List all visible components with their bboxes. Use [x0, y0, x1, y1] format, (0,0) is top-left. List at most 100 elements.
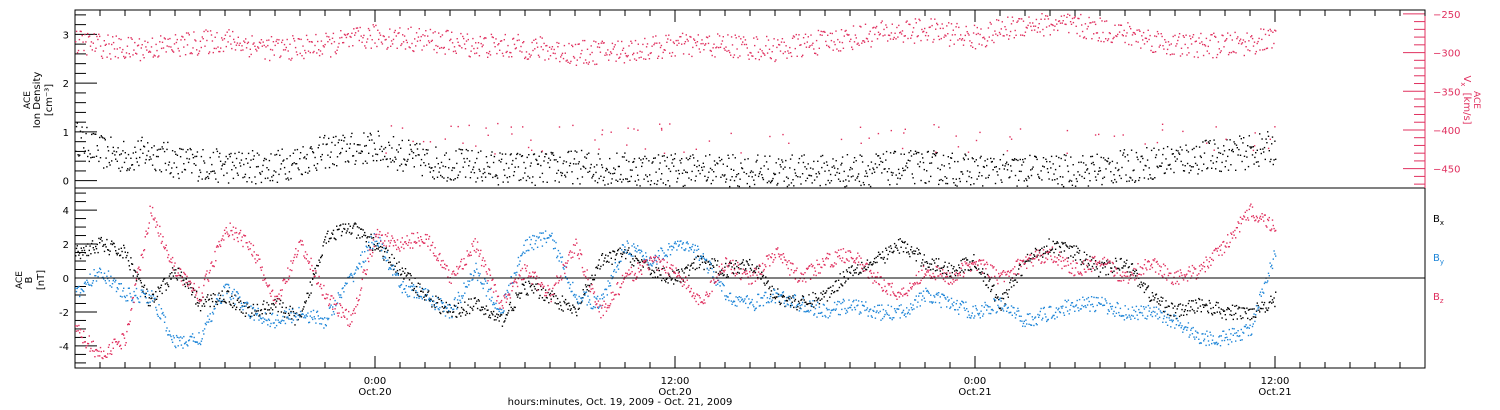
- vx-point: [101, 57, 104, 59]
- vx-point: [307, 50, 310, 52]
- bx-point: [411, 282, 413, 284]
- vx-point: [497, 44, 499, 46]
- density-point: [1187, 151, 1190, 153]
- by-point: [254, 309, 256, 311]
- vx-point: [484, 37, 486, 39]
- density-point: [271, 179, 274, 182]
- density-point: [965, 154, 967, 157]
- vx-point: [451, 31, 453, 33]
- bx-point: [769, 293, 772, 296]
- bx-point: [978, 268, 980, 270]
- bx-point: [1158, 300, 1161, 302]
- bx-point: [681, 268, 683, 270]
- bx-point: [952, 268, 954, 270]
- density-point: [1140, 155, 1142, 158]
- by-point: [256, 312, 259, 315]
- by-point: [356, 267, 359, 269]
- vx-point: [596, 46, 599, 48]
- bx-point: [532, 283, 534, 286]
- density-point: [1045, 158, 1047, 160]
- density-point: [937, 167, 939, 169]
- bx-point: [1006, 289, 1008, 291]
- density-point: [1167, 164, 1170, 166]
- bx-point: [349, 225, 351, 227]
- density-point: [804, 166, 806, 168]
- density-point: [437, 163, 439, 165]
- vx-point: [964, 34, 966, 37]
- bx-point: [867, 266, 869, 269]
- vx-point: [881, 20, 883, 22]
- vx-point: [165, 51, 167, 53]
- bx-point: [564, 302, 566, 304]
- bx-point: [221, 290, 223, 292]
- vx-point: [159, 41, 161, 43]
- vx-point: [1185, 34, 1187, 36]
- density-point: [875, 153, 877, 155]
- vx-point: [250, 53, 252, 56]
- vx-point: [487, 134, 489, 136]
- vx-point: [1095, 32, 1098, 34]
- density-point: [161, 146, 163, 148]
- bx-point: [776, 296, 778, 298]
- bx-point: [835, 280, 837, 282]
- vx-point: [902, 41, 905, 43]
- bx-point: [203, 305, 206, 307]
- vx-point: [915, 22, 917, 24]
- density-point: [728, 157, 730, 159]
- density-point: [1183, 170, 1186, 172]
- by-point: [187, 340, 190, 342]
- density-point: [608, 171, 610, 173]
- density-point: [368, 139, 371, 141]
- by-point: [217, 294, 219, 296]
- by-point: [263, 321, 265, 323]
- bx-point: [573, 306, 576, 308]
- by-point: [321, 317, 323, 320]
- bx-point: [1042, 256, 1044, 258]
- density-point: [356, 150, 358, 153]
- vx-point: [190, 52, 192, 54]
- vx-point: [1135, 40, 1137, 43]
- vx-point: [193, 31, 195, 33]
- bx-point: [262, 303, 264, 306]
- density-point: [1266, 142, 1268, 144]
- vx-point: [1225, 138, 1227, 140]
- by-point: [137, 298, 139, 300]
- right-tick-label: −450: [1433, 165, 1460, 176]
- bx-point: [367, 236, 369, 238]
- density-point: [565, 161, 568, 163]
- vx-point: [1223, 46, 1225, 48]
- bx-point: [668, 273, 670, 275]
- vx-point: [600, 42, 602, 44]
- vx-point: [468, 55, 470, 57]
- vx-point: [1224, 40, 1226, 42]
- density-point: [498, 159, 500, 162]
- by-point: [407, 296, 409, 298]
- bx-point: [90, 253, 92, 255]
- vx-point: [609, 51, 612, 53]
- bx-point: [777, 293, 780, 296]
- vx-point: [812, 42, 814, 44]
- vx-point: [271, 49, 274, 51]
- vx-point: [877, 31, 880, 33]
- vx-point: [208, 52, 210, 55]
- density-point: [1196, 164, 1198, 166]
- bx-point: [306, 292, 308, 295]
- vx-point: [511, 56, 513, 58]
- density-point: [1242, 142, 1244, 144]
- vx-point: [685, 34, 687, 36]
- vx-point: [699, 51, 701, 53]
- vx-point: [498, 43, 500, 45]
- by-point: [315, 322, 317, 324]
- by-point: [111, 283, 114, 285]
- vx-point: [1231, 39, 1233, 41]
- bx-point: [1035, 249, 1037, 251]
- vx-point: [934, 18, 936, 20]
- density-point: [649, 184, 652, 186]
- density-point: [701, 166, 703, 169]
- density-point: [624, 152, 626, 154]
- density-point: [217, 181, 219, 183]
- bx-point: [627, 249, 629, 251]
- bx-point: [686, 267, 688, 269]
- density-point: [962, 157, 965, 159]
- bx-point: [311, 284, 313, 286]
